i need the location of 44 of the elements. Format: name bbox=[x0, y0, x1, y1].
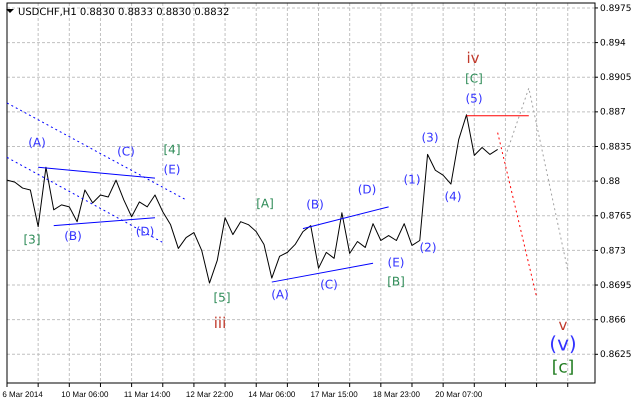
y-tick-label: 0.873 bbox=[600, 246, 626, 256]
y-tick-label: 0.894 bbox=[600, 38, 626, 48]
y-tick-label: 0.887 bbox=[600, 108, 626, 118]
y-tick-label: 0.8835 bbox=[600, 142, 632, 152]
annotation: (A) bbox=[28, 135, 46, 150]
annotation: (D) bbox=[358, 182, 376, 196]
annotation: (1) bbox=[404, 172, 420, 186]
annotation: (C) bbox=[117, 144, 135, 158]
x-tick-label: 6 Mar 2014 bbox=[2, 390, 44, 399]
x-tick-label: 20 Mar 07:00 bbox=[435, 390, 483, 399]
x-tick-label: 11 Mar 14:00 bbox=[124, 390, 172, 399]
y-tick-label: 0.866 bbox=[600, 316, 626, 326]
annotation: (2) bbox=[420, 240, 436, 254]
y-tick-label: 0.88 bbox=[600, 177, 620, 188]
annotation: (D) bbox=[136, 224, 154, 238]
y-tick-label: 0.8695 bbox=[600, 280, 632, 291]
annotation: (C) bbox=[320, 277, 338, 292]
annotation: iv bbox=[466, 49, 480, 68]
x-tick-label: 14 Mar 06:00 bbox=[248, 390, 296, 399]
annotation: (B) bbox=[306, 197, 324, 212]
annotation: [3] bbox=[24, 232, 40, 246]
y-tick-label: 0.8625 bbox=[600, 350, 632, 360]
annotation: (E) bbox=[164, 162, 180, 176]
annotation: (3) bbox=[422, 130, 438, 144]
x-tick-label: 18 Mar 23:00 bbox=[372, 390, 421, 399]
x-tick-label: 12 Mar 22:00 bbox=[186, 390, 234, 399]
annotation: (E) bbox=[388, 255, 404, 270]
y-tick-label: 0.8905 bbox=[600, 73, 632, 84]
annotation: (4) bbox=[444, 189, 462, 204]
annotation: [A] bbox=[256, 196, 274, 210]
annotation: [c] bbox=[552, 358, 574, 378]
annotation: [B] bbox=[387, 274, 405, 288]
annotation: (B) bbox=[64, 228, 82, 243]
x-tick-label: 17 Mar 15:00 bbox=[310, 390, 358, 399]
x-tick-label: 10 Mar 06:00 bbox=[61, 390, 109, 399]
annotation: [5] bbox=[214, 290, 230, 304]
y-tick-label: 0.8765 bbox=[600, 212, 632, 222]
annotation: (A) bbox=[271, 287, 289, 302]
chart-title: USDCHF,H1 0.8830 0.8833 0.8830 0.8832 bbox=[18, 7, 230, 18]
annotation: [4] bbox=[164, 142, 180, 156]
annotation: (5) bbox=[466, 91, 482, 106]
annotation: iii bbox=[214, 314, 226, 332]
annotation: [C] bbox=[465, 71, 483, 86]
y-tick-label: 0.8975 bbox=[600, 4, 632, 14]
